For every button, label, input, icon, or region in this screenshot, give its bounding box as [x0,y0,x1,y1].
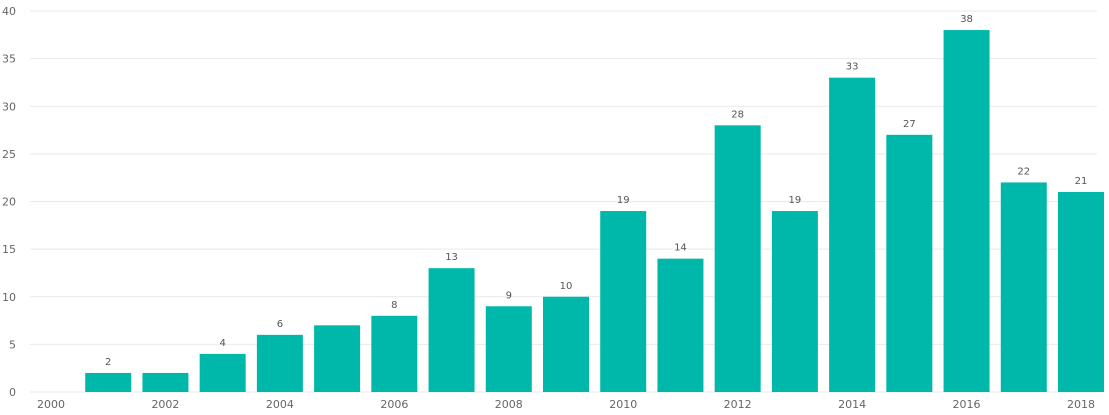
bar-2010[interactable] [600,211,647,392]
bar-2004[interactable] [256,334,303,392]
data-label-2003: 4 [219,338,225,349]
data-label-2011: 14 [674,243,687,254]
x-tick-label: 2008 [495,398,523,411]
y-tick-label: 10 [2,291,16,304]
x-tick-label: 2012 [724,398,752,411]
bar-2016[interactable] [943,30,990,393]
gridlines [30,10,1097,393]
x-tick-label: 2016 [953,398,981,411]
bar-2009[interactable] [543,296,589,392]
data-label-2009: 10 [560,281,573,292]
bar-2003[interactable] [199,353,246,392]
data-label-2016: 38 [960,14,973,25]
data-label-2008: 9 [506,290,512,301]
bar-2014[interactable] [829,77,876,393]
bar-2002[interactable] [142,372,189,392]
bar-2018[interactable] [1058,191,1104,392]
y-tick-label: 5 [9,338,16,351]
y-tick-label: 0 [9,386,16,399]
y-tick-label: 40 [2,5,16,18]
bar-2013[interactable] [771,211,818,392]
data-label-2015: 27 [903,119,916,130]
x-tick-label: 2018 [1067,398,1095,411]
data-label-2017: 22 [1017,166,1030,177]
data-label-2001: 2 [105,357,111,368]
bar-2011[interactable] [657,258,704,392]
data-label-2007: 13 [445,252,458,263]
bar-2006[interactable] [371,315,418,392]
data-labels: 2 4 6 8 13 9 10 19 14 28 19 33 27 38 22 21 [105,14,1087,368]
bar-2005[interactable] [314,325,361,392]
x-tick-label: 2002 [151,398,179,411]
x-tick-label: 2010 [609,398,637,411]
bar-2015[interactable] [886,134,933,392]
x-tick-label: 2006 [380,398,408,411]
data-label-2004: 6 [277,319,283,330]
y-tick-label: 25 [2,148,16,161]
bars [85,30,1104,393]
data-label-2014: 33 [846,62,859,73]
bar-2017[interactable] [1000,182,1047,392]
bar-2012[interactable] [714,125,761,393]
y-tick-label: 20 [2,196,16,209]
y-axis: 0 5 10 15 20 25 30 35 40 [2,5,16,399]
y-tick-label: 35 [2,53,16,66]
data-label-2010: 19 [617,195,630,206]
x-tick-label: 2000 [37,398,65,411]
data-label-2013: 19 [789,195,802,206]
bar-2007[interactable] [428,268,475,392]
x-tick-label: 2014 [838,398,866,411]
data-label-2018: 21 [1075,176,1088,187]
x-tick-label: 2004 [266,398,294,411]
x-axis: 2000 2002 2004 2006 2008 2010 2012 2014 2016 2018 [37,398,1095,411]
y-tick-label: 15 [2,243,16,256]
y-tick-label: 30 [2,100,16,113]
bar-2001[interactable] [85,372,132,392]
data-label-2012: 28 [731,109,744,120]
data-label-2006: 8 [391,300,397,311]
bar-2008[interactable] [485,306,532,392]
